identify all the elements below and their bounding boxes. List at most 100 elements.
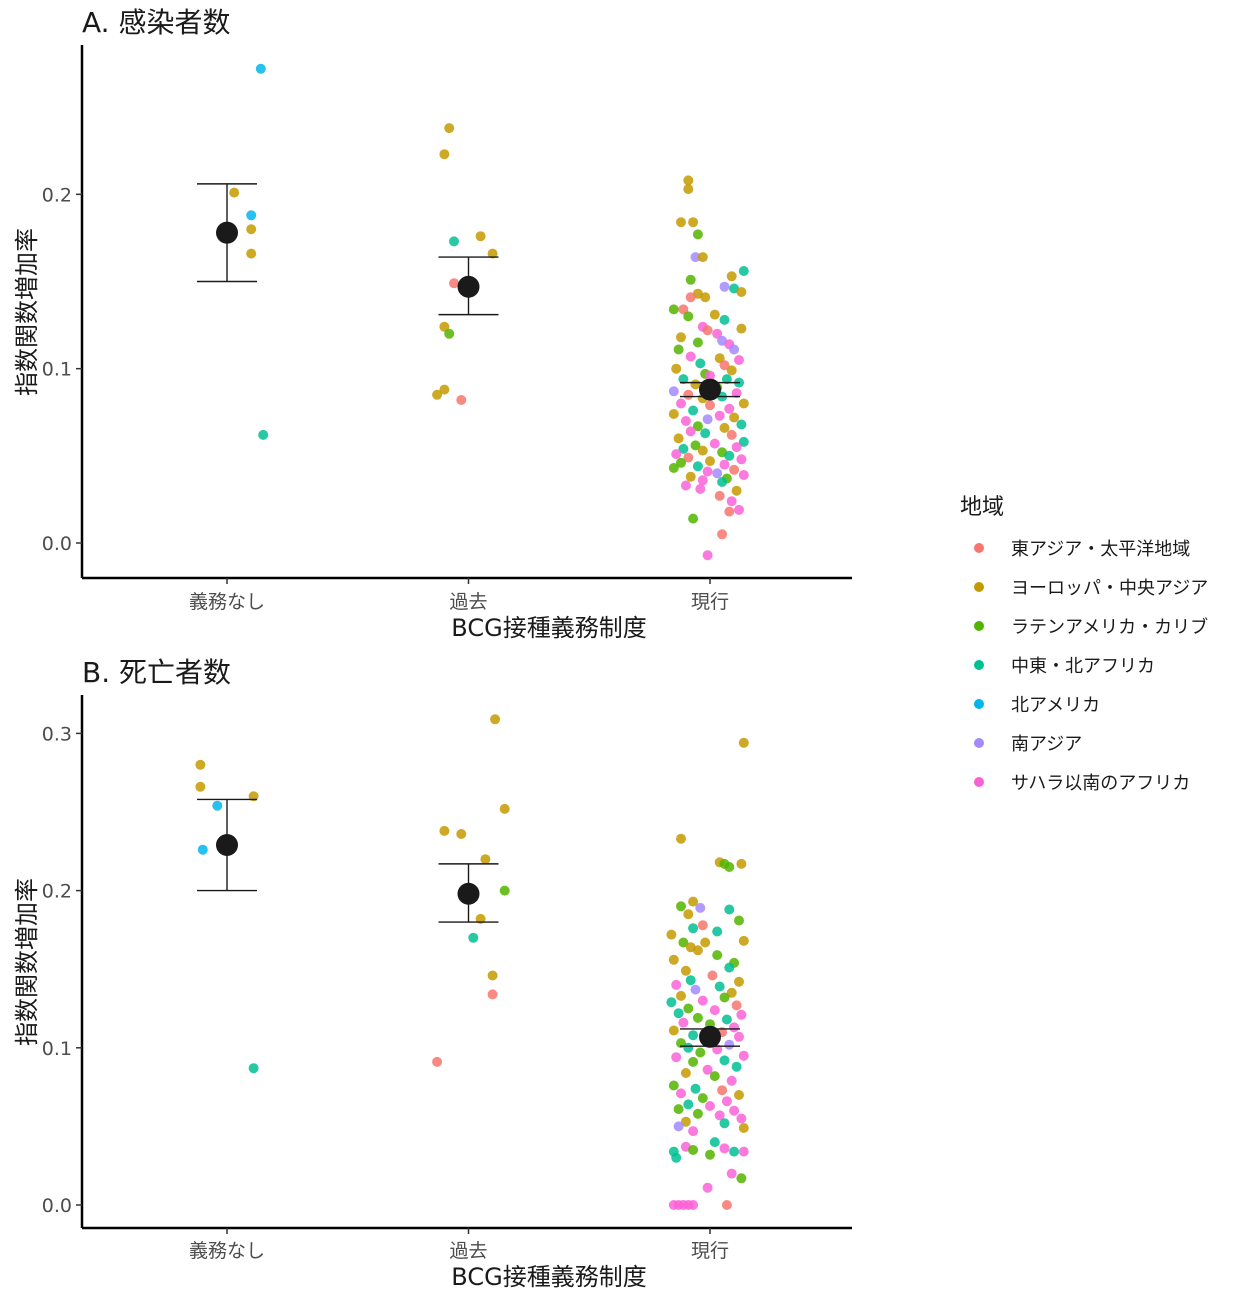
mean-point (457, 882, 480, 905)
data-point (685, 426, 696, 437)
legend-swatch (974, 660, 984, 670)
data-point (709, 438, 720, 449)
data-point (487, 970, 498, 981)
data-point (678, 304, 689, 315)
data-point (697, 995, 708, 1006)
data-point (719, 1055, 730, 1066)
data-point (678, 937, 689, 948)
data-point (683, 1042, 694, 1053)
data-point (487, 248, 498, 259)
data-point (736, 858, 747, 869)
data-point (432, 389, 443, 400)
data-point (714, 410, 725, 421)
data-point (712, 468, 723, 479)
data-point (668, 386, 679, 397)
data-point (738, 398, 749, 409)
data-point (444, 328, 455, 339)
data-point (688, 513, 699, 524)
data-point (697, 1093, 708, 1104)
data-point (683, 1003, 694, 1014)
data-point (709, 309, 720, 320)
legend-label: 中東・北アフリカ (1011, 656, 1155, 677)
data-point (734, 1031, 744, 1042)
data-point (676, 398, 686, 409)
data-point (731, 442, 742, 453)
data-point (668, 304, 679, 315)
data-point (688, 1200, 699, 1210)
mean-point (457, 275, 480, 298)
data-point (668, 463, 679, 473)
data-point (456, 829, 467, 839)
y-axis-title: 指数関数増加率 (13, 228, 41, 396)
data-point (439, 384, 450, 395)
data-point (456, 395, 467, 405)
data-point (683, 175, 694, 186)
legend-swatch (974, 621, 984, 631)
data-point (738, 1050, 749, 1061)
data-point (724, 506, 735, 517)
x-tick-label: 義務なし (189, 1240, 265, 1262)
data-point (714, 1110, 725, 1121)
data-point (690, 984, 701, 995)
data-point (729, 464, 740, 475)
data-point (705, 456, 715, 467)
data-point (736, 419, 747, 430)
data-point (726, 1075, 737, 1086)
data-point (683, 1099, 694, 1110)
data-point (683, 909, 694, 920)
data-point (673, 344, 684, 355)
data-point (680, 1116, 691, 1127)
data-point (738, 1146, 749, 1157)
data-point (705, 1101, 715, 1111)
data-point (719, 281, 730, 292)
y-axis-title: 指数関数増加率 (13, 878, 41, 1046)
data-point (724, 962, 735, 973)
data-point (726, 987, 737, 998)
data-point (490, 714, 501, 725)
data-point (432, 1056, 443, 1067)
data-point (680, 416, 691, 426)
data-point (729, 1105, 740, 1116)
panel-title: B. 死亡者数 (82, 656, 231, 689)
legend-swatch (974, 699, 984, 709)
data-point (714, 490, 725, 501)
data-point (695, 902, 706, 913)
data-point (688, 1056, 699, 1067)
data-point (246, 224, 257, 235)
data-point (439, 825, 450, 836)
data-point (676, 901, 686, 912)
data-point (736, 1009, 747, 1020)
data-point (692, 461, 703, 472)
x-tick-label: 義務なし (189, 591, 265, 613)
data-point (721, 1096, 732, 1107)
data-point (705, 1149, 715, 1160)
data-point (736, 1173, 747, 1184)
data-point (676, 217, 686, 228)
data-point (734, 976, 744, 987)
data-point (712, 328, 723, 339)
data-point (229, 187, 240, 198)
data-point (731, 1000, 742, 1011)
data-point (680, 965, 691, 976)
x-tick-label: 現行 (691, 1240, 729, 1262)
mean-point (216, 834, 238, 857)
data-point (738, 266, 749, 276)
data-point (692, 1012, 703, 1023)
data-point (690, 1083, 701, 1094)
panel-title: A. 感染者数 (82, 6, 230, 39)
data-point (475, 231, 486, 242)
summary-errorbar (680, 1025, 740, 1048)
data-point (444, 123, 455, 134)
data-point (666, 997, 677, 1008)
legend-label: 東アジア・太平洋地域 (1011, 539, 1190, 560)
legend-label: ラテンアメリカ・カリブ (1011, 616, 1208, 638)
data-point (726, 1168, 737, 1179)
data-point (709, 1071, 720, 1082)
data-point (195, 781, 206, 792)
data-point (673, 1121, 684, 1132)
data-point (688, 1126, 699, 1137)
x-tick-label: 過去 (449, 1240, 487, 1262)
data-point (729, 344, 740, 355)
data-point (690, 252, 701, 263)
data-point (700, 292, 711, 303)
